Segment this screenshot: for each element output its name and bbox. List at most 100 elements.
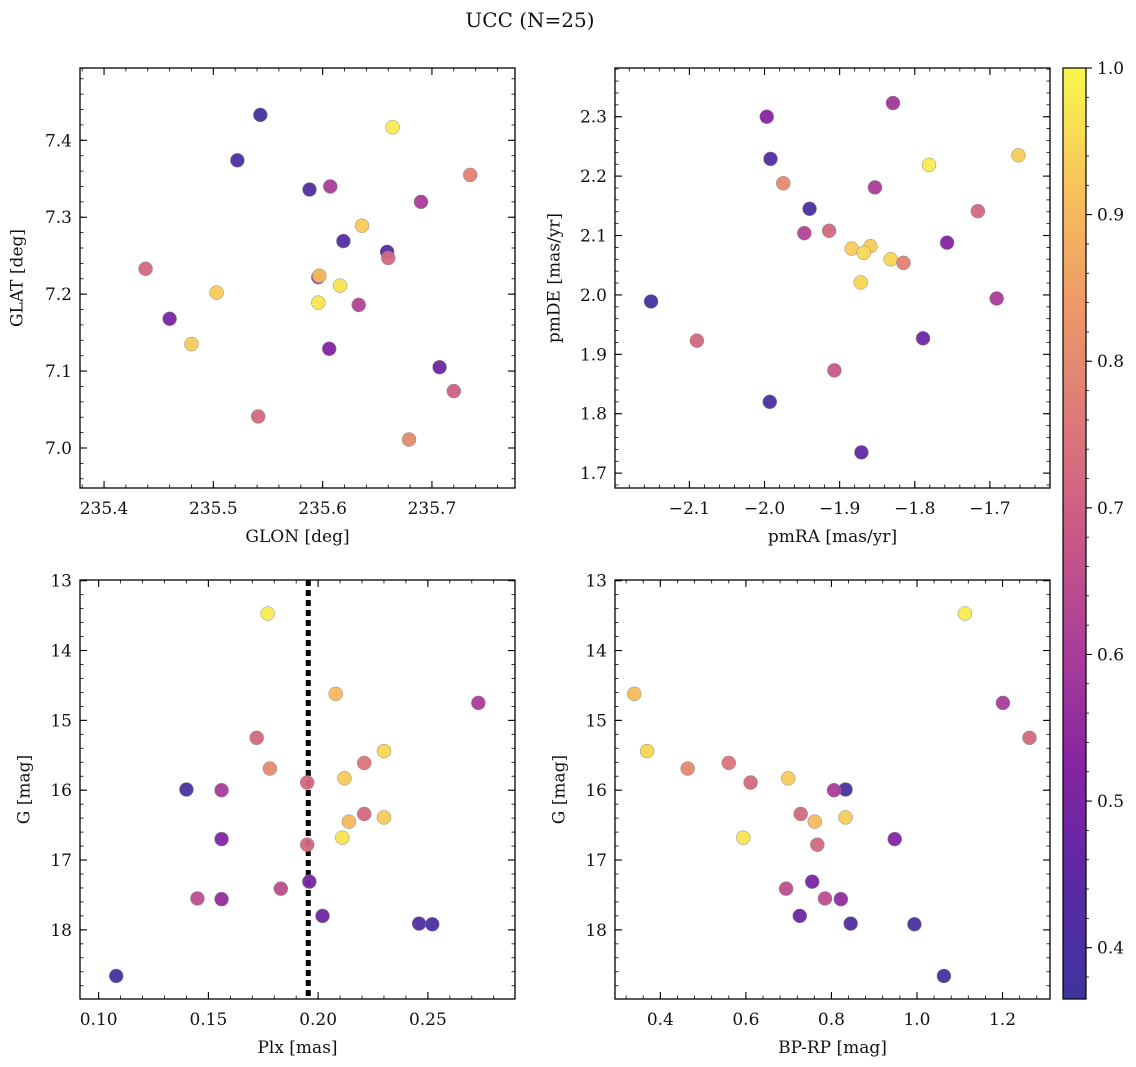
data-point: [385, 119, 400, 135]
y-tick-label: 2.3: [580, 108, 607, 128]
x-axis-label: BP-RP [mag]: [778, 1038, 887, 1058]
data-point: [411, 916, 427, 931]
data-point: [970, 203, 986, 219]
y-tick-label: 14: [50, 642, 72, 662]
data-point: [354, 218, 370, 233]
data-point: [736, 830, 751, 845]
x-axis-label: GLON [deg]: [245, 527, 349, 547]
y-axis-label: pmDE [mas/yr]: [545, 213, 565, 343]
y-tick-label: 7.2: [45, 285, 72, 305]
data-point: [462, 167, 478, 183]
axes-frame: [614, 579, 1051, 1000]
data-point: [643, 294, 659, 309]
series-points: [643, 95, 1026, 460]
data-point: [321, 341, 337, 357]
data-point: [302, 874, 317, 889]
y-axis-label: GLAT [deg]: [8, 229, 28, 327]
data-point: [253, 107, 268, 123]
data-point: [626, 686, 642, 702]
x-tick-label: −2.1: [669, 499, 710, 519]
x-tick-label: 235.5: [189, 499, 238, 519]
data-point: [689, 333, 705, 348]
data-point: [854, 445, 869, 460]
colorbar-tick-label: 0.6: [1097, 645, 1124, 665]
data-point: [471, 695, 486, 711]
data-point: [341, 814, 357, 829]
data-point: [810, 837, 825, 852]
y-axis-label: G [mag]: [15, 755, 35, 824]
data-point: [957, 606, 973, 621]
axes-frame: [79, 579, 516, 1000]
x-axis-label: Plx [mas]: [257, 1038, 337, 1058]
data-point: [332, 278, 348, 293]
y-tick-label: 16: [585, 781, 607, 801]
x-tick-label: 0.4: [647, 1010, 674, 1030]
x-tick-label: 235.6: [298, 499, 347, 519]
data-point: [780, 771, 796, 786]
data-point: [162, 311, 177, 327]
x-axis-label: pmRA [mas/yr]: [768, 527, 897, 547]
data-point: [827, 363, 842, 378]
series-points: [138, 107, 478, 447]
data-point: [179, 782, 194, 797]
y-tick-label: 7.1: [45, 362, 72, 382]
x-tick-label: −1.9: [819, 499, 860, 519]
data-point: [336, 233, 351, 249]
y-tick-label: 17: [585, 851, 607, 871]
y-axis-label: G [mag]: [550, 755, 570, 824]
data-point: [762, 394, 778, 410]
colorbar-tick-label: 0.5: [1097, 792, 1124, 812]
data-point: [856, 245, 871, 261]
data-point: [885, 95, 901, 111]
data-point: [299, 837, 315, 852]
y-tick-label: 14: [585, 642, 607, 662]
data-point: [299, 775, 315, 790]
data-point: [312, 268, 327, 283]
x-tick-label: 0.6: [732, 1010, 759, 1030]
data-point: [797, 225, 812, 241]
data-point: [721, 755, 737, 771]
data-point: [853, 275, 868, 290]
data-point: [907, 917, 922, 932]
data-point: [802, 201, 817, 217]
colorbar-tick-label: 0.8: [1097, 352, 1124, 372]
y-tick-label: 7.4: [45, 131, 72, 151]
y-tick-label: 1.9: [580, 345, 607, 365]
data-point: [376, 743, 392, 759]
y-tick-label: 17: [50, 851, 72, 871]
data-point: [743, 775, 758, 790]
colorbar-gradient: [1062, 67, 1087, 1000]
panel-bprp-g: 0.4 0.6 0.8 1.0 1.2 13 14 15 16 17 18 BP-RP [mag] G …: [550, 572, 1051, 1058]
panel-glon-glat: 235.4 235.5 235.6 235.7 7.0 7.1 7.2 7.3 7.4 GLON …: [8, 67, 516, 547]
data-point: [843, 916, 858, 931]
data-point: [821, 223, 837, 239]
y-tick-label: 15: [50, 711, 72, 731]
x-tick-label: 0.25: [409, 1010, 447, 1030]
data-point: [989, 291, 1004, 306]
data-point: [214, 831, 229, 847]
x-tick-label: 0.8: [818, 1010, 845, 1030]
x-tick-label: −1.7: [969, 499, 1010, 519]
data-point: [380, 250, 396, 266]
y-tick-label: 2.1: [580, 227, 607, 247]
data-point: [323, 179, 338, 194]
data-point: [639, 743, 655, 759]
data-point: [250, 409, 266, 424]
data-point: [108, 968, 124, 984]
y-tick-label: 16: [50, 781, 72, 801]
data-point: [680, 761, 695, 776]
data-point: [425, 917, 440, 932]
panel-pmra-pmde: −2.1 −2.0 −1.9 −1.8 −1.7 1.7 1.8 1.9 2.0 2.1 2.2 2.…: [545, 67, 1051, 547]
x-tick-label: 0.20: [299, 1010, 337, 1030]
x-tick-label: 0.15: [189, 1010, 227, 1030]
data-point: [887, 831, 902, 847]
data-point: [209, 285, 224, 300]
data-point: [921, 157, 937, 173]
axes-frame: [79, 67, 516, 489]
data-point: [413, 194, 429, 210]
data-point: [776, 175, 791, 191]
colorbar-ticks: 0.4 0.5 0.6 0.7 0.8 0.9 1.0: [1086, 59, 1124, 978]
data-point: [792, 908, 808, 924]
data-point: [230, 153, 245, 168]
